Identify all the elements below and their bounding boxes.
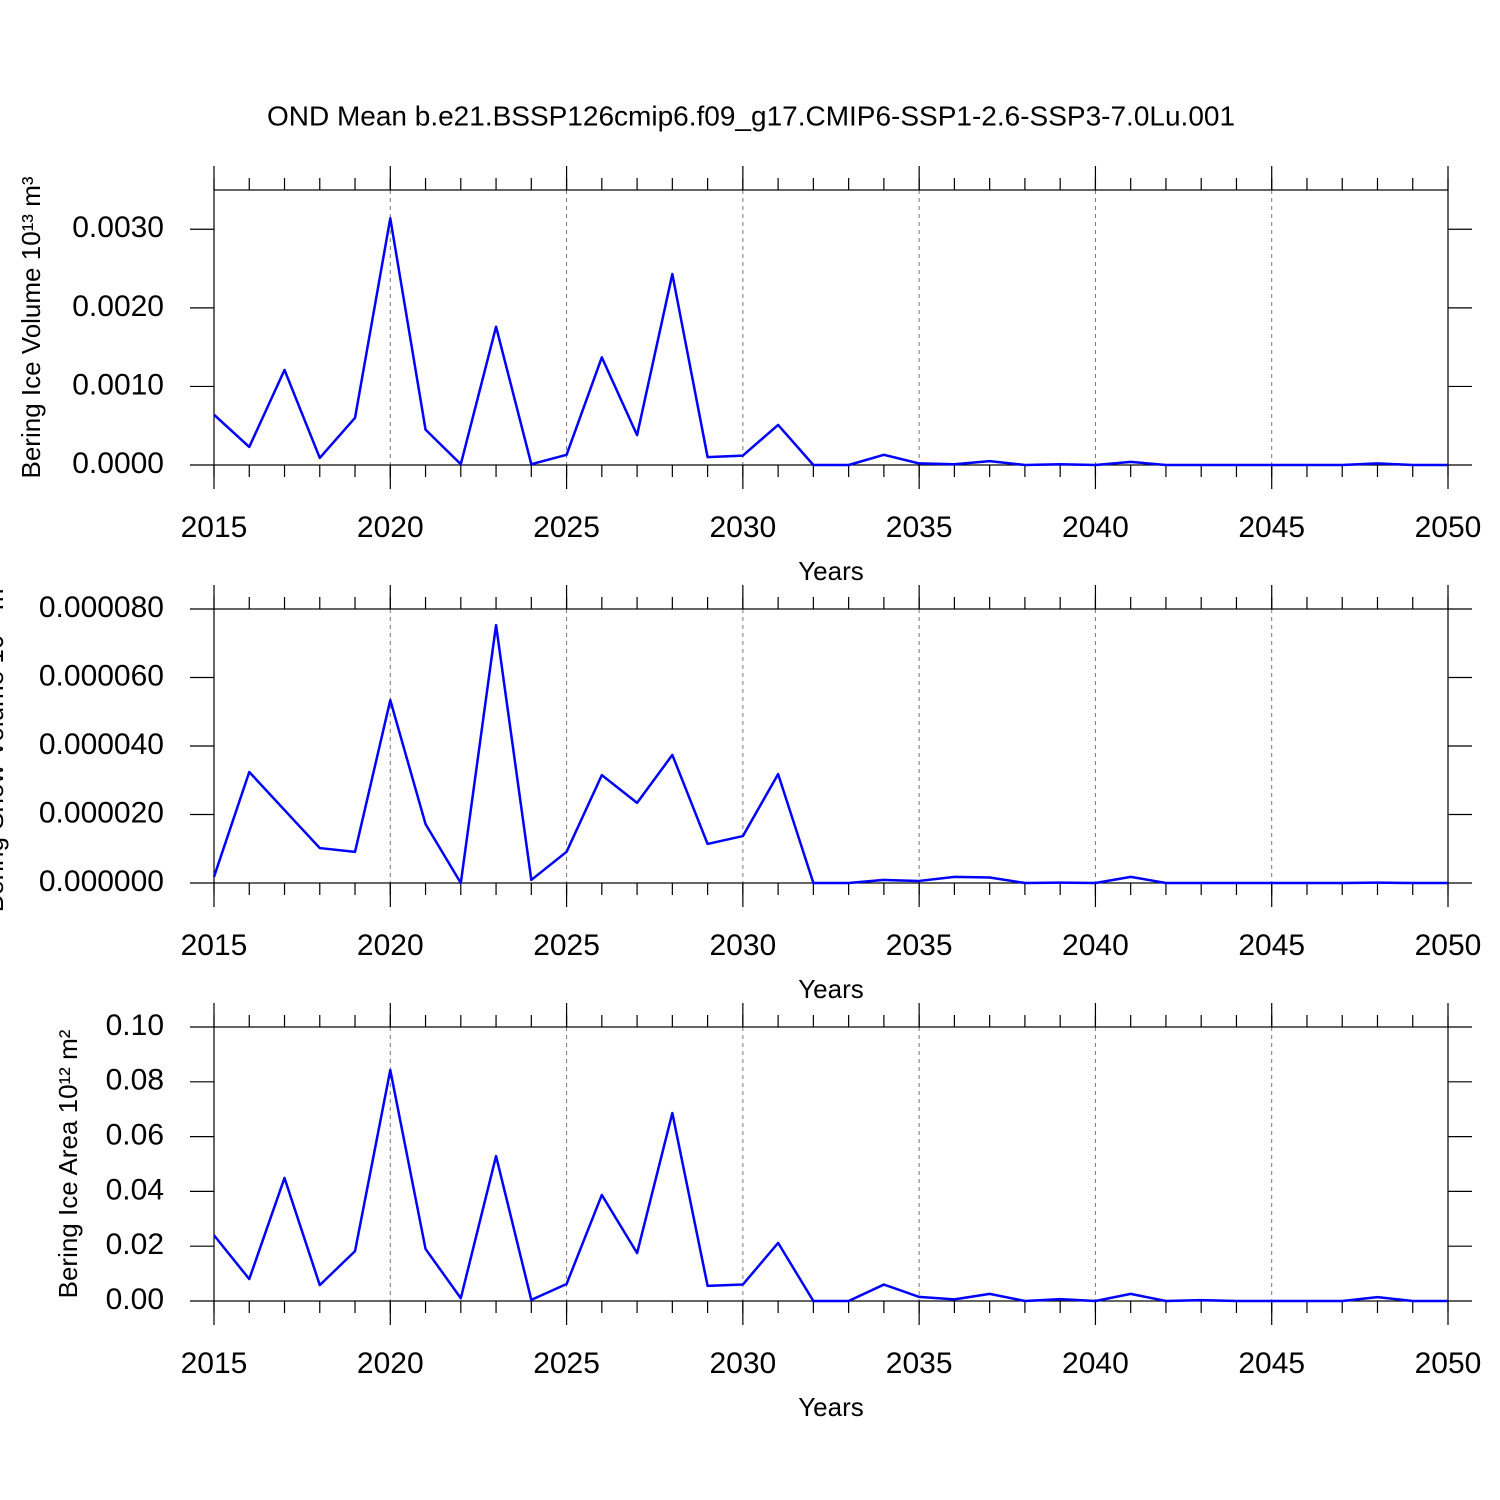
x-axis-label: Years — [798, 974, 864, 1004]
x-tick-label: 2025 — [533, 929, 600, 962]
plot-frame — [213, 608, 1449, 884]
x-tick-label: 2020 — [357, 929, 424, 962]
x-axis-label: Years — [798, 556, 864, 586]
x-axis-label: Years — [798, 1392, 864, 1422]
y-tick-label: 0.00 — [106, 1283, 164, 1316]
x-tick-label: 2040 — [1062, 511, 1129, 544]
x-tick-label: 2030 — [709, 511, 776, 544]
y-tick-label: 0.000020 — [39, 796, 164, 829]
x-tick-label: 2045 — [1238, 511, 1305, 544]
x-tick-label: 2045 — [1238, 1347, 1305, 1380]
x-tick-label: 2015 — [181, 511, 248, 544]
x-tick-label: 2035 — [886, 1347, 953, 1380]
y-axis-label: Bering Snow Volume 10¹³ m³ — [0, 579, 9, 912]
x-tick-label: 2050 — [1415, 1347, 1482, 1380]
x-tick-label: 2030 — [709, 1347, 776, 1380]
chart-title: OND Mean b.e21.BSSP126cmip6.f09_g17.CMIP… — [267, 100, 1235, 131]
y-tick-label: 0.0000 — [72, 447, 164, 480]
y-tick-label: 0.000000 — [39, 865, 164, 898]
y-tick-label: 0.10 — [106, 1009, 164, 1042]
data-line — [213, 1068, 1448, 1303]
x-tick-label: 2035 — [886, 511, 953, 544]
x-tick-label: 2040 — [1062, 1347, 1129, 1380]
x-tick-label: 2020 — [357, 1347, 424, 1380]
y-tick-label: 0.06 — [106, 1119, 164, 1152]
x-tick-label: 2045 — [1238, 929, 1305, 962]
y-tick-label: 0.0030 — [72, 211, 164, 244]
y-tick-label: 0.0020 — [72, 290, 164, 323]
x-tick-label: 2015 — [181, 1347, 248, 1380]
x-tick-label: 2015 — [181, 929, 248, 962]
plot-frame — [213, 1026, 1449, 1302]
x-tick-label: 2050 — [1415, 929, 1482, 962]
y-tick-label: 0.000080 — [39, 591, 164, 624]
x-tick-label: 2050 — [1415, 511, 1482, 544]
y-tick-label: 0.000060 — [39, 659, 164, 692]
y-axis-label: Bering Ice Area 10¹² m² — [53, 1029, 83, 1298]
x-tick-label: 2035 — [886, 929, 953, 962]
x-tick-label: 2025 — [533, 1347, 600, 1380]
y-tick-label: 0.000040 — [39, 728, 164, 761]
data-line — [213, 217, 1448, 467]
x-tick-label: 2020 — [357, 511, 424, 544]
x-tick-label: 2025 — [533, 511, 600, 544]
y-tick-label: 0.04 — [106, 1173, 164, 1206]
data-line — [212, 623, 1448, 885]
x-tick-label: 2030 — [709, 929, 776, 962]
y-tick-label: 0.08 — [106, 1064, 164, 1097]
y-tick-label: 0.0010 — [72, 368, 164, 401]
plot-frame — [213, 189, 1449, 466]
x-tick-label: 2040 — [1062, 929, 1129, 962]
y-axis-label: Bering Ice Volume 10¹³ m³ — [16, 176, 46, 478]
y-tick-label: 0.02 — [106, 1228, 164, 1261]
